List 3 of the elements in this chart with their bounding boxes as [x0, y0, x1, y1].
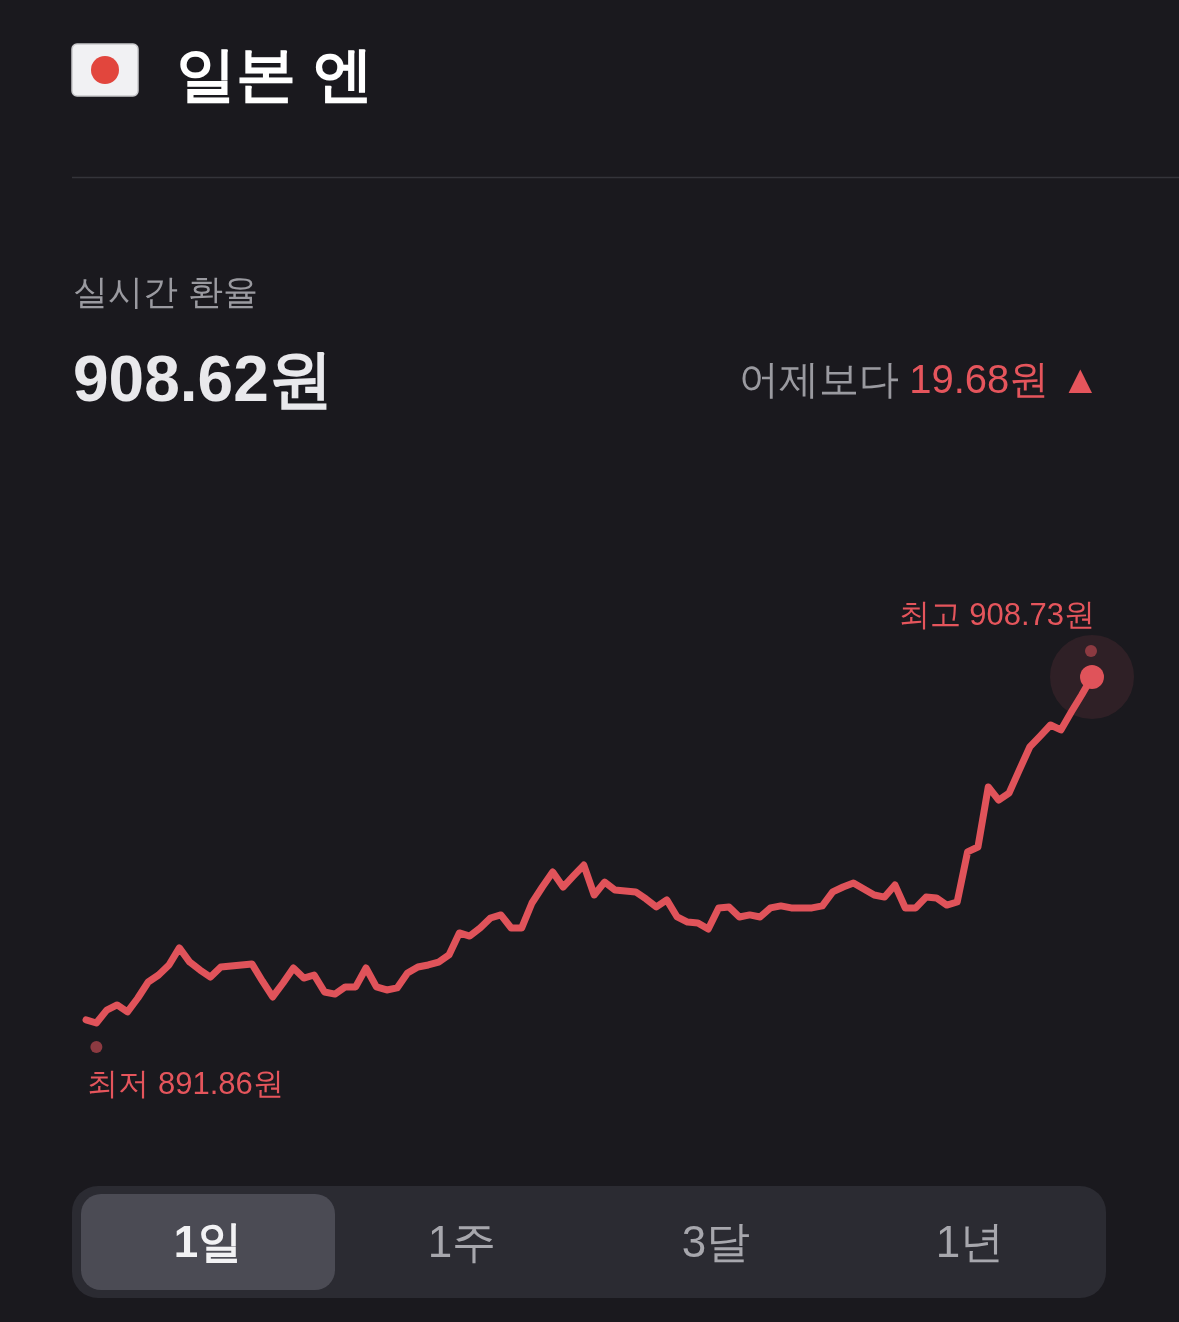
subtitle: 실시간 환율	[73, 272, 258, 311]
title: 일본 엔	[176, 41, 373, 108]
change: 19.68원 ▲	[909, 357, 1100, 401]
